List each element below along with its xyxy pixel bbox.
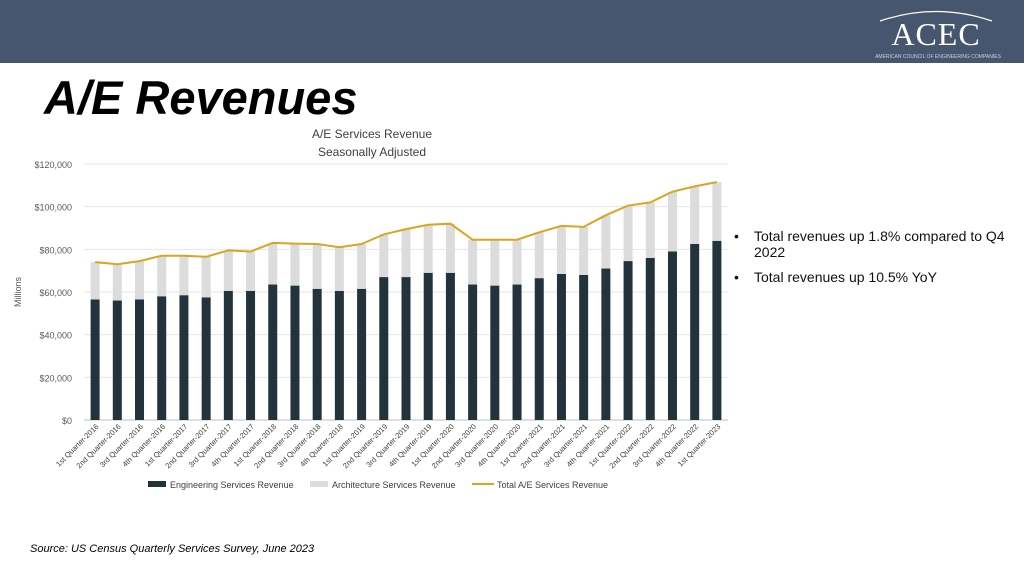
y-tick-label: $120,000 <box>34 160 72 170</box>
bar-architecture <box>312 244 322 289</box>
acec-logo: ACEC AMERICAN COUNCIL OF ENGINEERING COM… <box>866 6 1016 60</box>
bar-engineering <box>135 299 145 420</box>
bar-architecture <box>401 229 411 278</box>
bar-architecture <box>690 186 700 244</box>
bar-engineering <box>556 273 566 420</box>
bar-architecture <box>468 239 478 285</box>
bar-engineering <box>712 240 722 420</box>
bar-architecture <box>246 251 256 291</box>
bar-engineering <box>690 244 700 420</box>
chart-subtitle: Seasonally Adjusted <box>318 145 426 159</box>
y-tick-label: $80,000 <box>39 245 72 255</box>
bar-architecture <box>512 239 522 285</box>
bar-architecture <box>623 205 633 262</box>
bar-architecture <box>601 215 611 269</box>
bar-architecture <box>645 202 655 258</box>
bar-engineering <box>334 290 344 420</box>
bar-architecture <box>712 182 722 241</box>
bar-engineering <box>423 272 433 420</box>
bar-engineering <box>290 285 300 420</box>
bar-engineering <box>201 297 211 420</box>
bar-engineering <box>246 290 256 420</box>
bar-architecture <box>379 234 389 278</box>
logo-text: ACEC <box>891 16 981 52</box>
bar-engineering <box>379 277 389 420</box>
y-tick-label: $40,000 <box>39 331 72 341</box>
bar-architecture <box>223 250 233 291</box>
bar-architecture <box>357 244 367 289</box>
bar-architecture <box>135 261 145 300</box>
series-line-total <box>95 181 718 266</box>
bar-architecture <box>579 226 589 275</box>
bar-engineering <box>512 284 522 420</box>
revenue-chart: A/E Services Revenue Seasonally Adjusted… <box>13 127 728 490</box>
bar-engineering <box>601 268 611 420</box>
bar-architecture <box>90 262 100 300</box>
bar-architecture <box>490 239 500 286</box>
logo-arc-icon <box>879 10 993 22</box>
bar-engineering <box>490 285 500 420</box>
bar-engineering <box>468 284 478 420</box>
bar-engineering <box>579 274 589 420</box>
legend-label-architecture: Architecture Services Revenue <box>332 480 456 490</box>
bar-architecture <box>201 256 211 298</box>
bar-architecture <box>667 191 677 252</box>
source-note: Source: US Census Quarterly Services Sur… <box>30 543 315 555</box>
bar-engineering <box>534 278 544 420</box>
bar-architecture <box>334 247 344 291</box>
bar-engineering <box>667 251 677 420</box>
bar-architecture <box>112 264 122 301</box>
bar-engineering <box>445 272 455 420</box>
bar-architecture <box>157 255 167 297</box>
bar-engineering <box>401 277 411 420</box>
legend-label-total: Total A/E Services Revenue <box>497 480 608 490</box>
bullet-text: Total revenues up 1.8% compared to Q4 20… <box>754 228 1005 260</box>
legend-swatch-engineering <box>148 481 166 487</box>
bar-engineering <box>312 288 322 420</box>
logo-tagline: AMERICAN COUNCIL OF ENGINEERING COMPANIE… <box>875 54 1001 60</box>
bullet-item: • Total revenues up 1.8% compared to Q4 2… <box>734 228 1024 260</box>
y-tick-label: $0 <box>62 416 72 426</box>
header-bar <box>0 0 1024 63</box>
bar-engineering <box>645 257 655 420</box>
bar-engineering <box>90 299 100 420</box>
bar-architecture <box>179 255 189 296</box>
bar-engineering <box>223 290 233 420</box>
bar-architecture <box>534 232 544 279</box>
bullet-marker: • <box>734 228 739 244</box>
bullet-text: Total revenues up 10.5% YoY <box>754 269 937 285</box>
bullet-list: • Total revenues up 1.8% compared to Q4 2… <box>734 228 1024 294</box>
bar-architecture <box>290 243 300 286</box>
legend-label-engineering: Engineering Services Revenue <box>170 480 294 490</box>
y-tick-label: $60,000 <box>39 288 72 298</box>
legend-swatch-architecture <box>310 481 328 487</box>
y-axis-label: Millions <box>13 277 23 308</box>
bar-engineering <box>157 296 167 420</box>
bar-engineering <box>112 300 122 420</box>
y-tick-label: $100,000 <box>34 203 72 213</box>
y-tick-label: $20,000 <box>39 373 72 383</box>
bar-architecture <box>423 224 433 273</box>
bar-engineering <box>357 288 367 420</box>
bullet-item: • Total revenues up 10.5% YoY <box>734 269 1024 285</box>
bar-architecture <box>268 242 278 285</box>
bar-engineering <box>268 284 278 420</box>
bar-engineering <box>179 295 189 420</box>
bullet-marker: • <box>734 269 739 285</box>
chart-title: A/E Services Revenue <box>312 127 432 141</box>
slide-title: A/E Revenues <box>44 71 358 124</box>
bar-engineering <box>623 261 633 420</box>
bar-architecture <box>445 223 455 273</box>
bar-architecture <box>556 225 566 274</box>
